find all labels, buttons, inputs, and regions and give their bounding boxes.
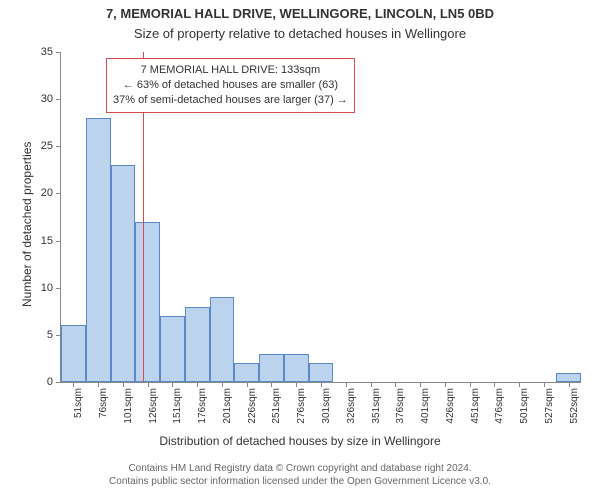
- x-tick-label: 176sqm: [197, 388, 208, 424]
- x-tick: [197, 382, 198, 387]
- annotation-line: ← 63% of detached houses are smaller (63…: [113, 78, 348, 93]
- x-tick: [247, 382, 248, 387]
- y-tick: [56, 382, 61, 383]
- x-tick-label: 151sqm: [172, 388, 183, 424]
- x-tick-label: 301sqm: [321, 388, 332, 424]
- x-tick: [296, 382, 297, 387]
- histogram-bar: [234, 363, 259, 382]
- histogram-bar: [160, 316, 185, 382]
- histogram-bar: [259, 354, 284, 382]
- histogram-bar: [556, 373, 581, 382]
- x-tick: [544, 382, 545, 387]
- x-tick-label: 351sqm: [371, 388, 382, 424]
- x-tick: [73, 382, 74, 387]
- x-tick: [519, 382, 520, 387]
- footnote: Contains HM Land Registry data © Crown c…: [0, 462, 600, 488]
- x-tick: [346, 382, 347, 387]
- y-tick: [56, 241, 61, 242]
- x-tick: [172, 382, 173, 387]
- footnote-line-2: Contains public sector information licen…: [0, 475, 600, 488]
- x-tick-label: 101sqm: [123, 388, 134, 424]
- x-tick: [148, 382, 149, 387]
- histogram-bar: [284, 354, 309, 382]
- histogram-bar: [135, 222, 160, 382]
- histogram-bar: [61, 325, 86, 382]
- y-tick-label: 35: [41, 46, 53, 58]
- x-tick-label: 451sqm: [470, 388, 481, 424]
- x-tick: [395, 382, 396, 387]
- x-tick-label: 51sqm: [73, 388, 84, 418]
- x-tick-label: 501sqm: [519, 388, 530, 424]
- y-tick: [56, 99, 61, 100]
- annotation-box: 7 MEMORIAL HALL DRIVE: 133sqm← 63% of de…: [106, 58, 355, 113]
- y-tick: [56, 288, 61, 289]
- x-axis-label: Distribution of detached houses by size …: [0, 434, 600, 448]
- x-tick: [494, 382, 495, 387]
- x-tick-label: 226sqm: [247, 388, 258, 424]
- histogram-bar: [111, 165, 136, 382]
- x-tick: [98, 382, 99, 387]
- x-tick: [445, 382, 446, 387]
- x-tick-label: 76sqm: [98, 388, 109, 418]
- x-tick-label: 401sqm: [420, 388, 431, 424]
- x-tick: [470, 382, 471, 387]
- y-tick-label: 0: [47, 376, 53, 388]
- x-tick-label: 276sqm: [296, 388, 307, 424]
- x-tick-label: 201sqm: [222, 388, 233, 424]
- x-tick-label: 552sqm: [569, 388, 580, 424]
- histogram-plot: 0510152025303551sqm76sqm101sqm126sqm151s…: [60, 52, 581, 383]
- y-tick-label: 15: [41, 235, 53, 247]
- y-axis-label: Number of detached properties: [20, 142, 34, 307]
- y-tick-label: 30: [41, 93, 53, 105]
- x-tick-label: 527sqm: [544, 388, 555, 424]
- x-tick: [569, 382, 570, 387]
- x-tick-label: 376sqm: [395, 388, 406, 424]
- x-tick-label: 251sqm: [271, 388, 282, 424]
- y-tick-label: 25: [41, 140, 53, 152]
- x-tick-label: 476sqm: [494, 388, 505, 424]
- histogram-bar: [86, 118, 111, 382]
- y-tick: [56, 193, 61, 194]
- histogram-bar: [309, 363, 334, 382]
- y-tick-label: 10: [41, 282, 53, 294]
- x-tick: [371, 382, 372, 387]
- y-tick-label: 20: [41, 187, 53, 199]
- x-tick: [271, 382, 272, 387]
- x-tick: [321, 382, 322, 387]
- y-tick: [56, 52, 61, 53]
- annotation-line: 7 MEMORIAL HALL DRIVE: 133sqm: [113, 63, 348, 78]
- page-title: 7, MEMORIAL HALL DRIVE, WELLINGORE, LINC…: [0, 6, 600, 21]
- y-tick-label: 5: [47, 329, 53, 341]
- x-tick-label: 426sqm: [445, 388, 456, 424]
- x-tick-label: 326sqm: [346, 388, 357, 424]
- histogram-bar: [185, 307, 210, 382]
- annotation-line: 37% of semi-detached houses are larger (…: [113, 93, 348, 108]
- x-tick: [222, 382, 223, 387]
- y-tick: [56, 146, 61, 147]
- x-tick: [123, 382, 124, 387]
- footnote-line-1: Contains HM Land Registry data © Crown c…: [0, 462, 600, 475]
- histogram-bar: [210, 297, 235, 382]
- x-tick-label: 126sqm: [148, 388, 159, 424]
- x-tick: [420, 382, 421, 387]
- page-subtitle: Size of property relative to detached ho…: [0, 26, 600, 41]
